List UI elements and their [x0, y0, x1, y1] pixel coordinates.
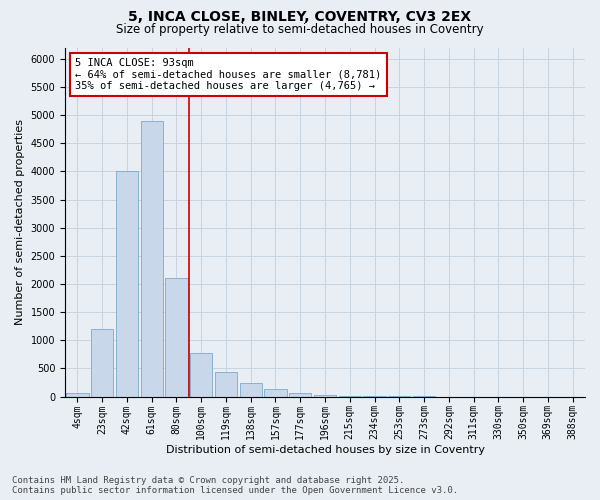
Bar	[289, 393, 311, 396]
Y-axis label: Number of semi-detached properties: Number of semi-detached properties	[15, 119, 25, 325]
Text: Size of property relative to semi-detached houses in Coventry: Size of property relative to semi-detach…	[116, 22, 484, 36]
Bar	[190, 352, 212, 397]
Bar	[314, 395, 336, 396]
Bar	[91, 329, 113, 396]
Bar	[239, 383, 262, 396]
Text: 5 INCA CLOSE: 93sqm
← 64% of semi-detached houses are smaller (8,781)
35% of sem: 5 INCA CLOSE: 93sqm ← 64% of semi-detach…	[76, 58, 382, 91]
Bar	[166, 278, 188, 396]
X-axis label: Distribution of semi-detached houses by size in Coventry: Distribution of semi-detached houses by …	[166, 445, 485, 455]
Bar	[140, 120, 163, 396]
Bar	[116, 172, 138, 396]
Bar	[66, 394, 89, 396]
Text: Contains HM Land Registry data © Crown copyright and database right 2025.
Contai: Contains HM Land Registry data © Crown c…	[12, 476, 458, 495]
Bar	[265, 389, 287, 396]
Text: 5, INCA CLOSE, BINLEY, COVENTRY, CV3 2EX: 5, INCA CLOSE, BINLEY, COVENTRY, CV3 2EX	[128, 10, 472, 24]
Bar	[215, 372, 237, 396]
